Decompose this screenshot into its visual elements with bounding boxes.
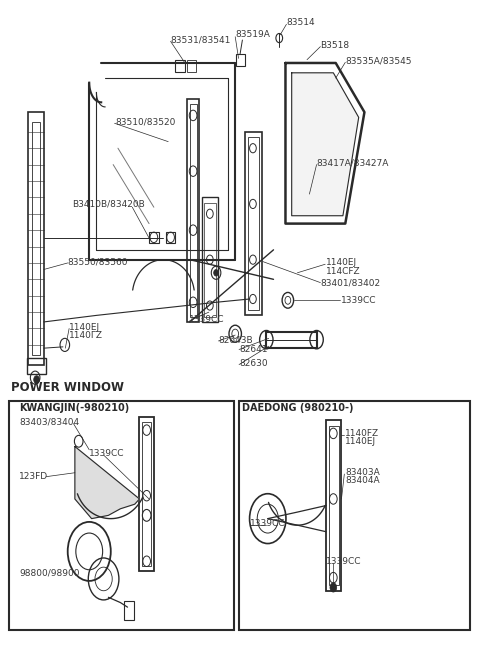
Bar [28, 112, 44, 365]
Bar [175, 60, 185, 72]
Text: DAEDONG (980210-): DAEDONG (980210-) [242, 403, 354, 413]
Text: 83531/83541: 83531/83541 [170, 35, 231, 45]
Text: 83401/83402: 83401/83402 [321, 278, 381, 287]
Text: 123FD: 123FD [19, 472, 48, 480]
Text: 83535A/83545: 83535A/83545 [345, 57, 412, 66]
Text: 1339CC: 1339CC [326, 556, 361, 566]
Text: B3518: B3518 [321, 41, 349, 50]
Text: 1339CC: 1339CC [340, 296, 376, 305]
Bar [239, 401, 470, 630]
Bar [9, 401, 234, 630]
Bar [166, 232, 175, 243]
Polygon shape [292, 73, 359, 215]
Bar [143, 422, 151, 566]
Text: 83514: 83514 [287, 18, 315, 28]
Circle shape [330, 583, 336, 592]
Polygon shape [75, 447, 140, 518]
Text: 1339CC: 1339CC [189, 315, 224, 325]
Text: 1140FZ: 1140FZ [345, 429, 379, 438]
Bar [27, 358, 46, 374]
Bar [32, 122, 40, 355]
Text: 82630: 82630 [239, 359, 268, 369]
Text: 1140ΓZ: 1140ΓZ [69, 330, 103, 340]
Bar [329, 426, 338, 585]
Text: 1140EJ: 1140EJ [345, 437, 376, 445]
Bar [202, 197, 218, 322]
Bar [266, 332, 317, 348]
Text: 83510/83520: 83510/83520 [116, 118, 176, 127]
Text: KWANGJIN(-980210): KWANGJIN(-980210) [19, 403, 129, 413]
Bar [140, 417, 154, 571]
Text: 83404A: 83404A [345, 476, 380, 485]
Text: 82643B: 82643B [218, 336, 253, 345]
Bar [124, 600, 134, 620]
Text: 83403A: 83403A [345, 468, 380, 477]
Text: 83417A/83427A: 83417A/83427A [317, 159, 389, 168]
Circle shape [34, 376, 39, 384]
Text: POWER WINDOW: POWER WINDOW [11, 381, 124, 394]
Bar [187, 60, 196, 72]
Text: 98800/98900: 98800/98900 [19, 568, 79, 578]
Text: 1339CC: 1339CC [250, 519, 285, 528]
Bar [190, 104, 197, 317]
Text: 114CFZ: 114CFZ [326, 267, 361, 276]
Bar [326, 420, 341, 591]
Circle shape [214, 269, 218, 276]
Bar [236, 55, 245, 66]
Text: 83403/83404: 83403/83404 [19, 417, 79, 426]
Text: 1140EJ: 1140EJ [326, 258, 357, 267]
Text: 83519A: 83519A [235, 30, 270, 39]
Bar [248, 137, 259, 310]
Text: 82641: 82641 [239, 345, 267, 354]
Text: 83550/83560: 83550/83560 [68, 257, 128, 266]
Bar [187, 99, 199, 322]
Bar [204, 202, 216, 317]
Text: B3410B/83420B: B3410B/83420B [72, 200, 145, 208]
Text: 1339CC: 1339CC [89, 449, 125, 457]
Bar [245, 132, 262, 315]
Text: 1140EJ: 1140EJ [69, 323, 100, 332]
Bar [149, 232, 158, 243]
